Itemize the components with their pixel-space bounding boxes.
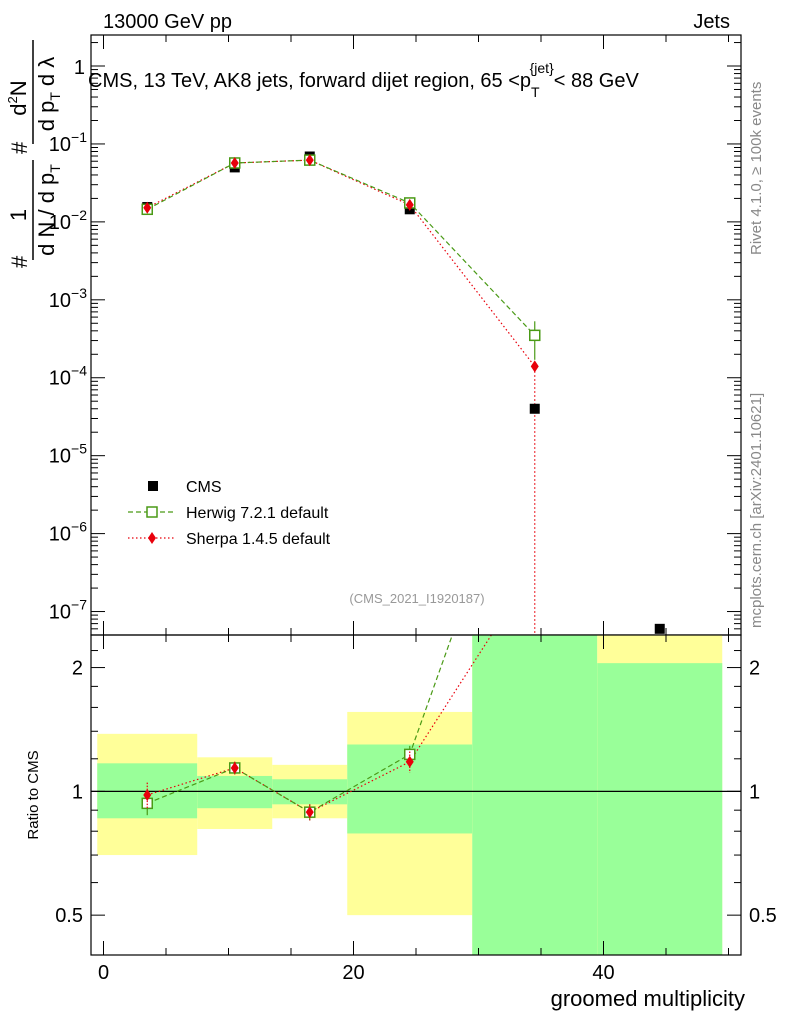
y-tick-label: 10−3 — [49, 285, 87, 312]
sherpa-point — [143, 201, 152, 214]
ratio-sherpa-point — [305, 806, 314, 819]
rivet-version-label: Rivet 4.1.0, ≥ 100k events — [748, 82, 765, 255]
mcplots-label: mcplots.cern.ch [arXiv:2401.10621] — [748, 393, 765, 628]
header-category: Jets — [693, 11, 730, 33]
sherpa-point — [405, 198, 414, 211]
legend-cms-label: CMS — [186, 479, 222, 496]
ratio-y-tick-label-left: 0.5 — [55, 905, 83, 927]
herwig-line — [146, 159, 536, 336]
herwig-point — [529, 329, 541, 342]
ylabel-hash-1: # — [7, 255, 32, 268]
main-series-lines — [146, 159, 536, 635]
sherpa-point — [305, 154, 314, 167]
ratio-series-marks — [141, 745, 416, 821]
y-axis-label: # 1 d N / d pT # d2N d pTd λ — [5, 40, 63, 268]
ratio-bands — [91, 635, 741, 955]
ylabel-frac2-den: d pTd λ — [34, 57, 63, 132]
y-tick-label: 10−7 — [49, 597, 87, 624]
header-energy: 13000 GeV pp — [103, 11, 232, 33]
legend: CMS Herwig 7.2.1 default Sherpa 1.4.5 de… — [128, 479, 331, 548]
sherpa-point — [230, 156, 239, 169]
ratio-herwig-line — [147, 635, 453, 813]
main-series-marks — [141, 151, 665, 634]
x-tick-label: 20 — [342, 962, 364, 984]
ratio-y-tick-label-left: 1 — [72, 781, 83, 803]
ratio-y-tick-label-right: 1 — [749, 781, 760, 803]
analysis-tag: (CMS_2021_I1920187) — [349, 591, 484, 606]
ratio-sherpa-line — [147, 635, 493, 813]
ratio-green-band — [197, 775, 273, 809]
ylabel-frac1-num: 1 — [6, 209, 31, 221]
legend-cms-marker — [148, 481, 158, 491]
sherpa-point — [530, 360, 539, 373]
y-tick-label: 10−5 — [49, 441, 87, 468]
x-tick-label: 40 — [592, 962, 614, 984]
ratio-y-tick-label-right: 2 — [749, 658, 760, 680]
legend-herwig-label: Herwig 7.2.1 default — [186, 505, 329, 522]
ylabel-hash-2: # — [7, 141, 32, 154]
ratio-sherpa-point — [405, 755, 414, 768]
x-axis-label: groomed multiplicity — [551, 986, 745, 1011]
ratio-sherpa-point — [143, 788, 152, 801]
y-tick-label: 10−1 — [49, 129, 87, 156]
y-tick-label: 10−4 — [49, 363, 87, 390]
ratio-sherpa-point — [230, 761, 239, 774]
chart-title: CMS, 13 TeV, AK8 jets, forward dijet reg… — [88, 60, 639, 100]
main-y-ticks: 10−7 10−6 10−5 10−4 10−3 10−2 10−1 1 — [49, 42, 741, 636]
ylabel-frac2-num: d2N — [5, 80, 31, 115]
legend-sherpa-marker — [148, 532, 156, 544]
legend-sherpa-label: Sherpa 1.4.5 default — [186, 531, 331, 548]
cms-point — [529, 403, 540, 414]
x-ticks: 0 20 40 — [98, 35, 729, 984]
ylabel-frac1-den: d N / d pT — [34, 164, 63, 256]
y-tick-label: 10−2 — [49, 207, 87, 234]
x-tick-label: 0 — [98, 962, 109, 984]
ratio-green-band — [597, 663, 723, 955]
ratio-y-ticks: 0.5 0.5 1 1 2 2 — [55, 650, 777, 927]
ratio-series-lines — [147, 635, 493, 813]
ratio-y-tick-label-right: 0.5 — [749, 905, 777, 927]
legend-herwig-marker — [146, 506, 158, 518]
sherpa-line — [146, 159, 536, 635]
ratio-y-tick-label-left: 2 — [72, 658, 83, 680]
y-tick-label: 1 — [74, 57, 85, 79]
ratio-green-band — [472, 635, 598, 955]
ratio-y-label: Ratio to CMS — [25, 750, 42, 839]
cms-point — [654, 623, 665, 634]
y-tick-label: 10−6 — [49, 519, 87, 546]
